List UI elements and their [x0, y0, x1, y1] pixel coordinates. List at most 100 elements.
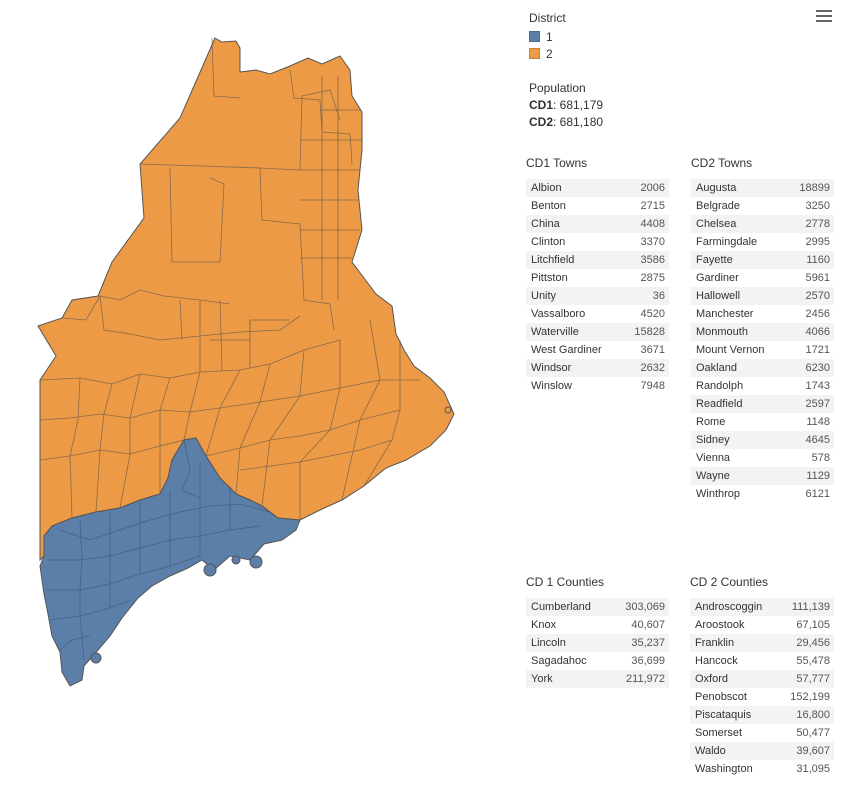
row-name: Androscoggin [695, 601, 763, 613]
table-row[interactable]: Washington 31,095 [690, 760, 834, 778]
table-row[interactable]: Pittston 2875 [526, 269, 669, 287]
row-value: 2456 [805, 308, 830, 320]
row-name: Oakland [696, 362, 737, 374]
row-name: Cumberland [531, 601, 591, 613]
row-name: China [531, 218, 560, 230]
row-value: 18899 [799, 182, 830, 194]
row-value: 4408 [640, 218, 665, 230]
row-name: Somerset [695, 727, 743, 739]
table-row[interactable]: Benton 2715 [526, 197, 669, 215]
row-value: 1129 [806, 470, 830, 482]
row-name: Clinton [531, 236, 566, 248]
row-value: 3586 [640, 254, 665, 266]
table-row[interactable]: Penobscot 152,199 [690, 688, 834, 706]
island-shape [90, 652, 102, 664]
population-title: Population [529, 81, 586, 95]
table-row[interactable]: Wayne 1129 [691, 467, 834, 485]
table-row[interactable]: Clinton 3370 [526, 233, 669, 251]
row-value: 211,972 [626, 673, 665, 685]
table-row[interactable]: Unity 36 [526, 287, 669, 305]
row-value: 2995 [805, 236, 830, 248]
table-row[interactable]: Rome 1148 [691, 413, 834, 431]
table-row[interactable]: Oxford 57,777 [690, 670, 834, 688]
row-name: Farmingdale [696, 236, 758, 248]
row-name: Windsor [531, 362, 572, 374]
row-name: Waldo [695, 745, 726, 757]
row-name: Hancock [695, 655, 738, 667]
table-row[interactable]: Winslow 7948 [526, 377, 669, 395]
table-row[interactable]: Sagadahoc 36,699 [526, 652, 669, 670]
cd2-value: : 681,180 [553, 115, 604, 129]
table-row[interactable]: West Gardiner 3671 [526, 341, 669, 359]
table-row[interactable]: Knox 40,607 [526, 616, 669, 634]
table-row[interactable]: Mount Vernon 1721 [691, 341, 834, 359]
table-row[interactable]: China 4408 [526, 215, 669, 233]
table-row[interactable]: Aroostook 67,105 [690, 616, 834, 634]
legend-item-2[interactable]: 2 [529, 45, 566, 62]
table-row[interactable]: Farmingdale 2995 [691, 233, 834, 251]
table-row[interactable]: Sidney 4645 [691, 431, 834, 449]
table-row[interactable]: Randolph 1743 [691, 377, 834, 395]
row-name: Washington [695, 763, 753, 775]
row-name: Hallowell [696, 290, 741, 302]
table-row[interactable]: Hallowell 2570 [691, 287, 834, 305]
table-row[interactable]: Vassalboro 4520 [526, 305, 669, 323]
table-row[interactable]: Monmouth 4066 [691, 323, 834, 341]
table-row[interactable]: Belgrade 3250 [691, 197, 834, 215]
row-name: Knox [531, 619, 557, 631]
row-name: Oxford [695, 673, 729, 685]
table-row[interactable]: Winthrop 6121 [691, 485, 834, 503]
row-name: Aroostook [695, 619, 745, 631]
row-value: 16,800 [796, 709, 830, 721]
row-value: 4520 [640, 308, 665, 320]
table-body: Cumberland 303,069 Knox 40,607 Lincoln 35,237… [526, 598, 669, 688]
row-value: 1160 [806, 254, 830, 266]
table-row[interactable]: Chelsea 2778 [691, 215, 834, 233]
row-value: 578 [811, 452, 830, 464]
row-value: 6121 [805, 488, 830, 500]
table-row[interactable]: Lincoln 35,237 [526, 634, 669, 652]
row-value: 36,699 [631, 655, 665, 667]
row-value: 29,456 [796, 637, 830, 649]
table-row[interactable]: Augusta 18899 [691, 179, 834, 197]
row-value: 2778 [805, 218, 830, 230]
row-value: 50,477 [796, 727, 830, 739]
table-row[interactable]: Fayette 1160 [691, 251, 834, 269]
menu-icon[interactable] [816, 8, 832, 22]
table-row[interactable]: Androscoggin 111,139 [690, 598, 834, 616]
table-row[interactable]: Waterville 15828 [526, 323, 669, 341]
table-row[interactable]: Somerset 50,477 [690, 724, 834, 742]
table-row[interactable]: Gardiner 5961 [691, 269, 834, 287]
table-row[interactable]: Hancock 55,478 [690, 652, 834, 670]
table-row[interactable]: Manchester 2456 [691, 305, 834, 323]
row-name: Litchfield [531, 254, 575, 266]
row-value: 40,607 [631, 619, 665, 631]
row-value: 2570 [805, 290, 830, 302]
table-title: CD 1 Counties [526, 575, 605, 589]
row-name: Wayne [696, 470, 730, 482]
table-row[interactable]: Windsor 2632 [526, 359, 669, 377]
row-name: Benton [531, 200, 566, 212]
legend-swatch-2 [529, 48, 540, 59]
table-row[interactable]: Piscataquis 16,800 [690, 706, 834, 724]
maine-district-map[interactable] [0, 0, 520, 804]
table-row[interactable]: Oakland 6230 [691, 359, 834, 377]
row-value: 35,237 [631, 637, 665, 649]
table-row[interactable]: Franklin 29,456 [690, 634, 834, 652]
row-value: 2875 [640, 272, 665, 284]
cd2-towns-table: CD2 Towns Augusta 18899 Belgrade 3250 Chelse… [691, 156, 834, 503]
table-row[interactable]: Readfield 2597 [691, 395, 834, 413]
cd1-value: : 681,179 [553, 98, 604, 112]
table-row[interactable]: Litchfield 3586 [526, 251, 669, 269]
legend-item-1[interactable]: 1 [529, 28, 566, 45]
row-name: Fayette [696, 254, 733, 266]
row-value: 4066 [805, 326, 830, 338]
table-row[interactable]: Waldo 39,607 [690, 742, 834, 760]
table-row[interactable]: Albion 2006 [526, 179, 669, 197]
table-row[interactable]: York 211,972 [526, 670, 669, 688]
row-name: Augusta [696, 182, 737, 194]
cd1-label: CD1 [529, 98, 554, 112]
table-row[interactable]: Vienna 578 [691, 449, 834, 467]
row-value: 152,199 [790, 691, 830, 703]
table-row[interactable]: Cumberland 303,069 [526, 598, 669, 616]
